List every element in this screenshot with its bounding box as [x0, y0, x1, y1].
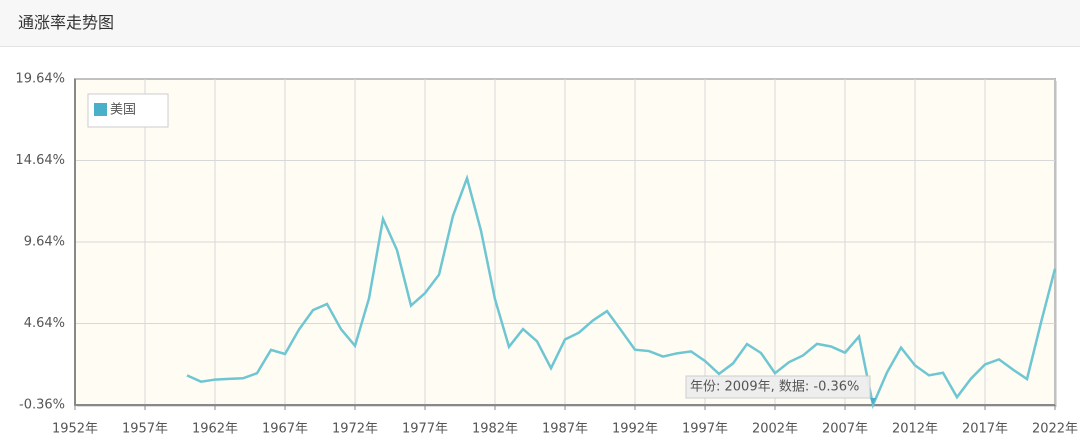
page-title: 通涨率走势图 [0, 0, 1080, 47]
x-tick-label: 1992年 [612, 422, 658, 437]
x-tick-label: 2002年 [752, 422, 798, 437]
x-tick-label: 2022年 [1032, 422, 1078, 437]
x-tick-label: 1987年 [542, 422, 588, 437]
y-tick-label: 4.64% [24, 316, 65, 331]
x-tick-label: 1957年 [122, 422, 168, 437]
data-line [186, 174, 1057, 410]
chart: -0.36% 4.64% 9.64% 14.64% 19.64% 1952年 1957年 19… [15, 72, 1078, 437]
x-tick-label: 1982年 [472, 422, 518, 437]
tooltip-box [685, 375, 871, 399]
y-tick-label: 14.64% [15, 153, 65, 168]
x-tick-label: 1952年 [52, 422, 98, 437]
y-tick-label: 19.64% [15, 72, 65, 87]
y-tick-label: -0.36% [19, 398, 65, 413]
x-tick-label: 1967年 [262, 422, 308, 437]
tooltip-pointer [870, 398, 876, 405]
legend-swatch [94, 103, 107, 116]
x-tick-label: 1977年 [402, 422, 448, 437]
x-tick-label: 1962年 [192, 422, 238, 437]
x-tick-label: 1972年 [332, 422, 378, 437]
x-tick-label: 2007年 [822, 422, 868, 437]
x-tick-label: 2012年 [892, 422, 938, 437]
legend: 美国 [87, 93, 169, 128]
x-tick-label: 1997年 [682, 422, 728, 437]
x-tick-label: 2017年 [962, 422, 1008, 437]
tooltip-text: 年份: 2009年, 数据: -0.36% [690, 380, 859, 395]
y-tick-label: 9.64% [24, 235, 65, 250]
legend-label: 美国 [110, 103, 136, 118]
